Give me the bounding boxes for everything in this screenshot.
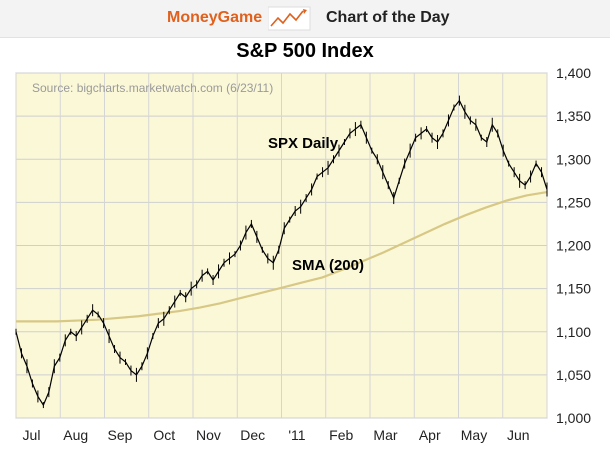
y-tick-label: 1,250 <box>556 194 591 210</box>
y-tick-label: 1,100 <box>556 324 591 340</box>
x-tick-label: Jun <box>507 427 530 443</box>
chart-of-the-day-label: Chart of the Day <box>326 9 450 26</box>
y-tick-label: 1,000 <box>556 410 591 426</box>
x-tick-label: Apr <box>419 427 441 443</box>
y-tick-label: 1,400 <box>556 65 591 81</box>
x-tick-label: Oct <box>153 427 175 443</box>
y-tick-label: 1,150 <box>556 281 591 297</box>
sma-line <box>16 190 548 323</box>
x-tick-label: Jul <box>23 427 41 443</box>
spx-series-label: SPX Daily <box>268 135 339 152</box>
x-tick-label: Nov <box>196 427 221 443</box>
x-tick-label: '11 <box>288 427 305 443</box>
sma-series-label: SMA (200) <box>292 257 364 274</box>
x-tick-label: Aug <box>63 427 88 443</box>
spx-series <box>15 95 548 409</box>
y-tick-label: 1,350 <box>556 108 591 124</box>
source-label: Source: bigcharts.marketwatch.com (6/23/… <box>32 81 273 95</box>
x-tick-label: Sep <box>108 427 133 443</box>
trend-chart-icon <box>268 6 311 31</box>
header-bar: MoneyGame Chart of the Day <box>0 0 610 38</box>
y-tick-label: 1,300 <box>556 151 591 167</box>
y-tick-label: 1,200 <box>556 238 591 254</box>
x-tick-label: Mar <box>373 427 397 443</box>
x-tick-label: May <box>461 427 487 443</box>
axes: 1,000 1,050 1,100 1,150 1,200 1,250 1,300 1,350… <box>23 65 592 443</box>
x-tick-label: Dec <box>240 427 265 443</box>
chart-title: S&P 500 Index <box>236 40 374 62</box>
grid-lines <box>15 72 548 419</box>
brand-name: MoneyGame <box>167 9 263 26</box>
y-tick-label: 1,050 <box>556 367 591 383</box>
x-tick-label: Feb <box>329 427 353 443</box>
sma-series <box>16 190 548 323</box>
spx-line <box>15 99 548 407</box>
